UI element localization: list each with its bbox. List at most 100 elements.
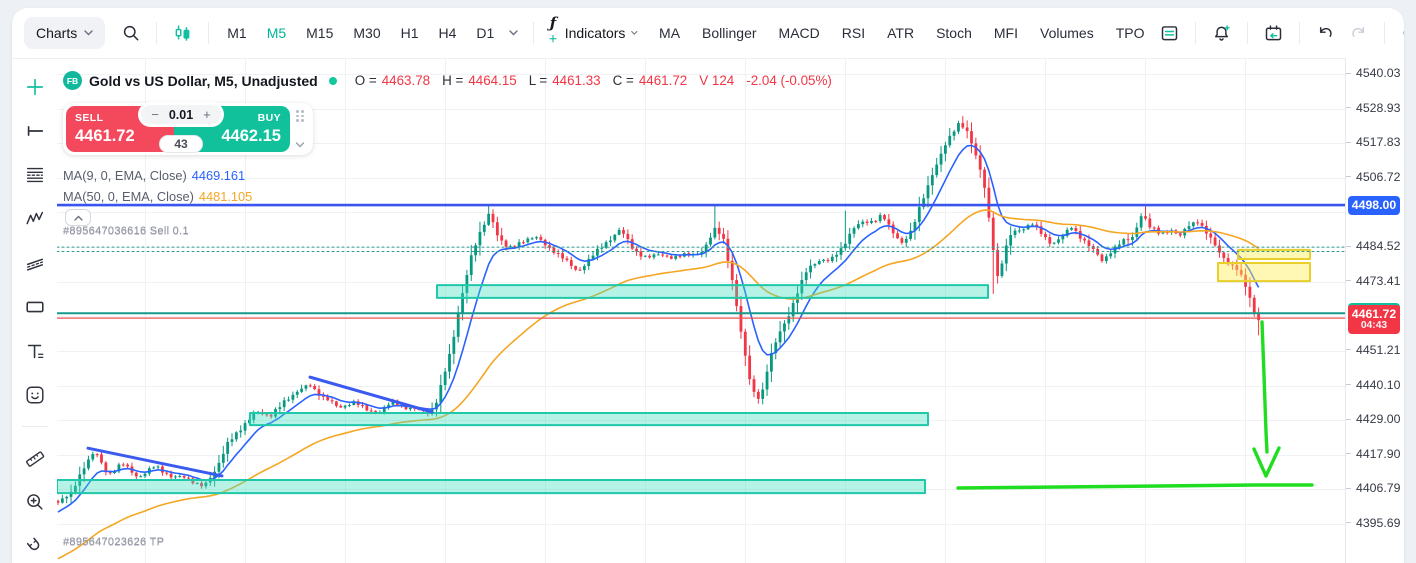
symbol-search-button[interactable] <box>115 17 147 49</box>
indicator-shortcut-volumes[interactable]: Volumes <box>1031 18 1103 48</box>
indicators-button[interactable]: ƒ＋ Indicators <box>543 8 642 58</box>
last-price-badge: 4461.72 04:43 <box>1348 303 1400 335</box>
search-icon <box>124 25 139 41</box>
toolbar-right-icons <box>1153 17 1404 50</box>
trend-line-icon <box>27 126 43 136</box>
function-icon: ƒ＋ <box>548 14 558 45</box>
economic-calendar-button[interactable] <box>1257 17 1290 50</box>
ma9-legend-row[interactable]: MA(9, 0, EMA, Close) 4469.161 <box>63 166 252 187</box>
sell-button[interactable]: SELL 4461.72 <box>66 106 174 152</box>
chevron-down-icon <box>631 31 638 35</box>
sell-label: SELL <box>75 112 104 124</box>
text-tool-button[interactable] <box>22 338 48 364</box>
volume-stepper: − 0.01 + <box>141 105 221 124</box>
divider <box>1247 22 1249 44</box>
indicator-shortcut-bollinger[interactable]: Bollinger <box>693 18 765 48</box>
timeframe-h4[interactable]: H4 <box>430 18 466 48</box>
bar-replay-icon <box>1400 23 1404 44</box>
ma50-name: MA(50, 0, EMA, Close) <box>63 188 194 204</box>
market-open-dot <box>328 76 337 85</box>
trend-line-tool-button[interactable] <box>22 118 48 144</box>
price-tick: 4417.90 <box>1346 447 1400 461</box>
change-value: -2.04 (-0.05%) <box>746 73 832 88</box>
candlestick-icon <box>175 24 190 41</box>
redo-icon <box>1352 26 1365 37</box>
price-tick: 4406.79 <box>1346 481 1400 495</box>
sell-position-label[interactable]: #895647036616 Sell 0.1 <box>63 225 189 237</box>
crosshair-tool-button[interactable] <box>22 74 48 100</box>
price-tick: 4429.00 <box>1346 412 1400 426</box>
rectangle-tool-button[interactable] <box>22 294 48 320</box>
indicator-shortcut-ma[interactable]: MA <box>650 18 689 48</box>
divider <box>208 22 210 44</box>
calendar-icon <box>1266 24 1282 40</box>
indicator-shortcut-rsi[interactable]: RSI <box>833 18 874 48</box>
emoji-icon <box>25 386 44 404</box>
timeframe-m5[interactable]: M5 <box>258 18 295 48</box>
timeframe-d1[interactable]: D1 <box>467 18 503 48</box>
timeframe-h1[interactable]: H1 <box>392 18 428 48</box>
alerts-button[interactable] <box>1205 17 1238 50</box>
low-value: 4461.33 <box>552 73 601 88</box>
layout-panels-icon <box>1162 25 1178 40</box>
redo-button[interactable] <box>1342 17 1375 50</box>
volume-value: V 124 <box>699 73 735 88</box>
parallel-channel-tool-button[interactable] <box>22 250 48 276</box>
indicator-shortcut-stoch[interactable]: Stoch <box>927 18 981 48</box>
volume-value[interactable]: 0.01 <box>168 107 194 122</box>
take-profit-label[interactable]: #895647023626 TP <box>63 536 165 548</box>
ma50-value: 4481.105 <box>198 188 253 204</box>
chevron-down-icon[interactable] <box>295 142 305 148</box>
emoji-tool-button[interactable] <box>22 382 48 408</box>
timeframe-m15[interactable]: M15 <box>297 18 342 48</box>
timeframe-more-button[interactable] <box>503 24 524 42</box>
price-tick: 4395.69 <box>1346 516 1400 530</box>
ma9-name: MA(9, 0, EMA, Close) <box>63 168 187 183</box>
indicator-shortcut-tpo[interactable]: TPO <box>1107 18 1154 48</box>
ma50-legend-row[interactable]: MA(50, 0, EMA, Close) 4481.105 <box>63 187 252 208</box>
drag-handle-icon[interactable] <box>296 110 304 122</box>
price-tick: 4440.10 <box>1346 378 1400 392</box>
undo-button[interactable] <box>1309 17 1342 50</box>
indicator-shortcut-atr[interactable]: ATR <box>878 18 923 48</box>
zoom-in-icon <box>26 494 43 510</box>
price-tick: 4473.41 <box>1346 274 1400 288</box>
drawing-tools-sidebar <box>12 58 57 563</box>
price-tick: 4484.52 <box>1346 239 1400 253</box>
tools-divider <box>21 426 48 427</box>
waves-pattern-icon <box>25 211 43 225</box>
symbol-title[interactable]: Gold vs US Dollar, M5, Unadjusted <box>89 72 318 89</box>
ma9-value: 4469.161 <box>191 168 246 183</box>
timeframe-m30[interactable]: M30 <box>344 18 389 48</box>
indicator-shortcut-mfi[interactable]: MFI <box>985 18 1027 48</box>
indicator-shortcut-macd[interactable]: MACD <box>770 18 829 48</box>
order-ticket-widget: SELL 4461.72 BUY 4462.15 − 0.01 + 43 <box>63 103 313 155</box>
chevron-up-icon <box>73 215 83 221</box>
legend-collapse-button[interactable] <box>65 209 91 226</box>
close-value: 4461.72 <box>638 73 688 88</box>
chart-window: Charts M1 M5 M15 M30 H1 H4 D1 ƒ＋ Indicators MA… <box>12 8 1404 563</box>
timeframe-m1[interactable]: M1 <box>218 18 255 48</box>
layout-panels-button[interactable] <box>1153 17 1186 50</box>
chevron-down-icon <box>509 30 519 36</box>
price-axis[interactable]: 4540.03 4528.93 4517.83 4506.72 4484.52 4473.… <box>1345 58 1404 563</box>
top-toolbar: Charts M1 M5 M15 M30 H1 H4 D1 ƒ＋ Indicators MA… <box>12 8 1404 59</box>
chart-style-button[interactable] <box>166 17 199 50</box>
volume-decrease-button[interactable]: − <box>151 107 159 122</box>
divider <box>156 22 158 44</box>
pattern-tool-button[interactable] <box>22 206 48 232</box>
magnet-tool-button[interactable] <box>22 533 48 559</box>
spread-badge: 43 <box>159 135 203 153</box>
indicators-label: Indicators <box>564 25 626 41</box>
bar-replay-button[interactable] <box>1394 17 1404 50</box>
fib-retracement-tool-button[interactable] <box>22 162 48 188</box>
alert-bell-icon <box>1215 24 1231 41</box>
crosshair-plus-icon <box>26 78 43 96</box>
sell-price: 4461.72 <box>75 127 135 145</box>
measure-tool-button[interactable] <box>22 445 48 471</box>
close-label: C = <box>612 73 634 88</box>
zoom-in-tool-button[interactable] <box>22 489 48 515</box>
high-label: H = <box>442 73 464 88</box>
charts-menu-button[interactable]: Charts <box>24 17 106 49</box>
volume-increase-button[interactable]: + <box>203 107 211 122</box>
